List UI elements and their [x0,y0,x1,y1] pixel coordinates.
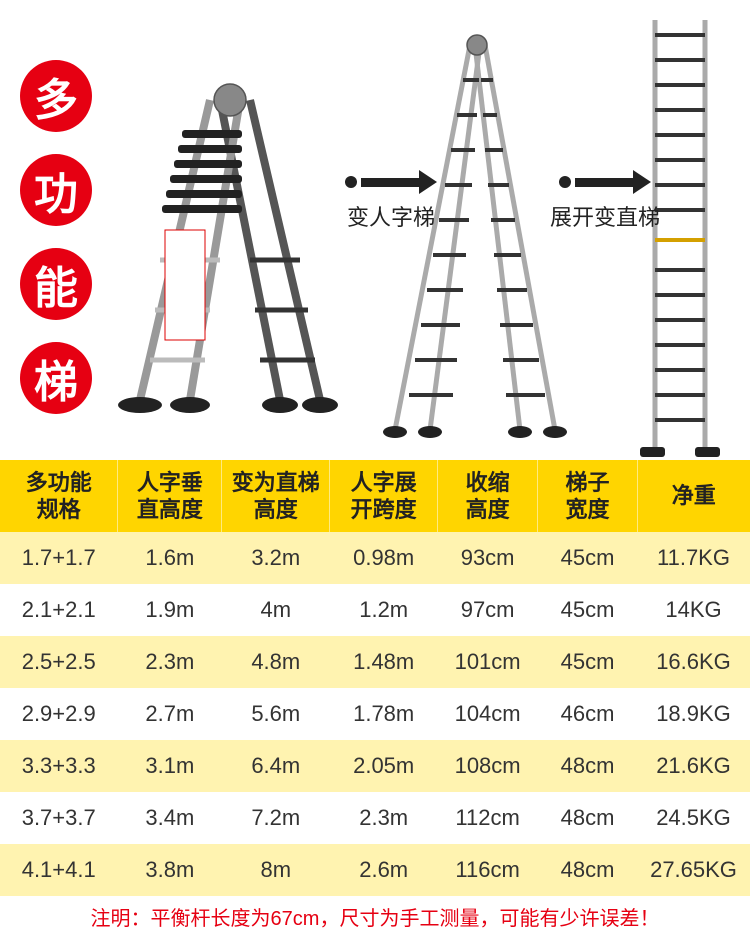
table-cell: 48cm [538,844,638,896]
table-cell: 4m [222,584,330,636]
table-header-row: 多功能规格人字垂直高度变为直梯高度人字展开跨度收缩高度梯子宽度净重 [0,460,750,532]
table-cell: 1.48m [330,636,438,688]
table-cell: 16.6KG [638,636,750,688]
table-cell: 2.7m [118,688,222,740]
arrow-2: 展开变直梯 [550,170,660,232]
table-header-cell: 变为直梯高度 [222,460,330,532]
table-cell: 3.4m [118,792,222,844]
table-header-cell: 梯子宽度 [538,460,638,532]
table-row: 3.3+3.33.1m6.4m2.05m108cm48cm21.6KG [0,740,750,792]
table-row: 2.5+2.52.3m4.8m1.48m101cm45cm16.6KG [0,636,750,688]
table-cell: 45cm [538,532,638,584]
table-cell: 3.7+3.7 [0,792,118,844]
table-cell: 1.6m [118,532,222,584]
table-cell: 24.5KG [638,792,750,844]
table-cell: 48cm [538,792,638,844]
spec-table: 多功能规格人字垂直高度变为直梯高度人字展开跨度收缩高度梯子宽度净重 1.7+1.… [0,460,750,896]
title-char-4: 梯 [20,342,92,414]
arrow-right-icon [345,170,437,194]
table-cell: 97cm [438,584,538,636]
arrow-1-label: 变人字梯 [347,200,435,232]
table-cell: 11.7KG [638,532,750,584]
table-cell: 2.3m [118,636,222,688]
table-cell: 5.6m [222,688,330,740]
table-cell: 7.2m [222,792,330,844]
table-cell: 108cm [438,740,538,792]
table-row: 4.1+4.13.8m8m2.6m116cm48cm27.65KG [0,844,750,896]
table-cell: 27.65KG [638,844,750,896]
table-header-cell: 净重 [638,460,750,532]
table-header-cell: 收缩高度 [438,460,538,532]
table-cell: 4.1+4.1 [0,844,118,896]
table-row: 2.1+2.11.9m4m1.2m97cm45cm14KG [0,584,750,636]
arrow-2-label: 展开变直梯 [550,200,660,232]
table-cell: 18.9KG [638,688,750,740]
table-header-cell: 人字垂直高度 [118,460,222,532]
table-cell: 2.5+2.5 [0,636,118,688]
table-cell: 14KG [638,584,750,636]
table-cell: 2.3m [330,792,438,844]
ladder-compact-icon [110,70,350,430]
table-cell: 21.6KG [638,740,750,792]
title-char-2: 功 [20,154,92,226]
table-cell: 93cm [438,532,538,584]
table-cell: 104cm [438,688,538,740]
table-row: 2.9+2.92.7m5.6m1.78m104cm46cm18.9KG [0,688,750,740]
table-cell: 1.78m [330,688,438,740]
arrow-right-icon [559,170,651,194]
table-header-cell: 多功能规格 [0,460,118,532]
table-cell: 1.9m [118,584,222,636]
footnote: 注明：平衡杆长度为67cm，尺寸为手工测量，可能有少许误差！ [0,902,750,931]
table-cell: 45cm [538,584,638,636]
title-char-3: 能 [20,248,92,320]
table-cell: 3.2m [222,532,330,584]
ladder-aframe-icon [375,30,575,450]
table-cell: 4.8m [222,636,330,688]
table-cell: 8m [222,844,330,896]
ladder-illustrations: 变人字梯 展开变直梯 [110,20,730,450]
table-cell: 0.98m [330,532,438,584]
table-cell: 2.1+2.1 [0,584,118,636]
table-cell: 112cm [438,792,538,844]
table-cell: 2.05m [330,740,438,792]
table-row: 1.7+1.71.6m3.2m0.98m93cm45cm11.7KG [0,532,750,584]
table-row: 3.7+3.73.4m7.2m2.3m112cm48cm24.5KG [0,792,750,844]
arrow-1: 变人字梯 [345,170,437,232]
vertical-title: 多 功 能 梯 [20,60,92,414]
title-char-1: 多 [20,60,92,132]
table-cell: 45cm [538,636,638,688]
table-cell: 1.2m [330,584,438,636]
table-cell: 101cm [438,636,538,688]
table-cell: 6.4m [222,740,330,792]
table-cell: 46cm [538,688,638,740]
table-cell: 3.3+3.3 [0,740,118,792]
table-header-cell: 人字展开跨度 [330,460,438,532]
table-cell: 3.1m [118,740,222,792]
hero-section: 多 功 能 梯 [0,0,750,460]
table-cell: 2.6m [330,844,438,896]
table-cell: 116cm [438,844,538,896]
ladder-straight-icon [635,15,725,465]
table-cell: 2.9+2.9 [0,688,118,740]
table-cell: 1.7+1.7 [0,532,118,584]
table-cell: 48cm [538,740,638,792]
table-cell: 3.8m [118,844,222,896]
